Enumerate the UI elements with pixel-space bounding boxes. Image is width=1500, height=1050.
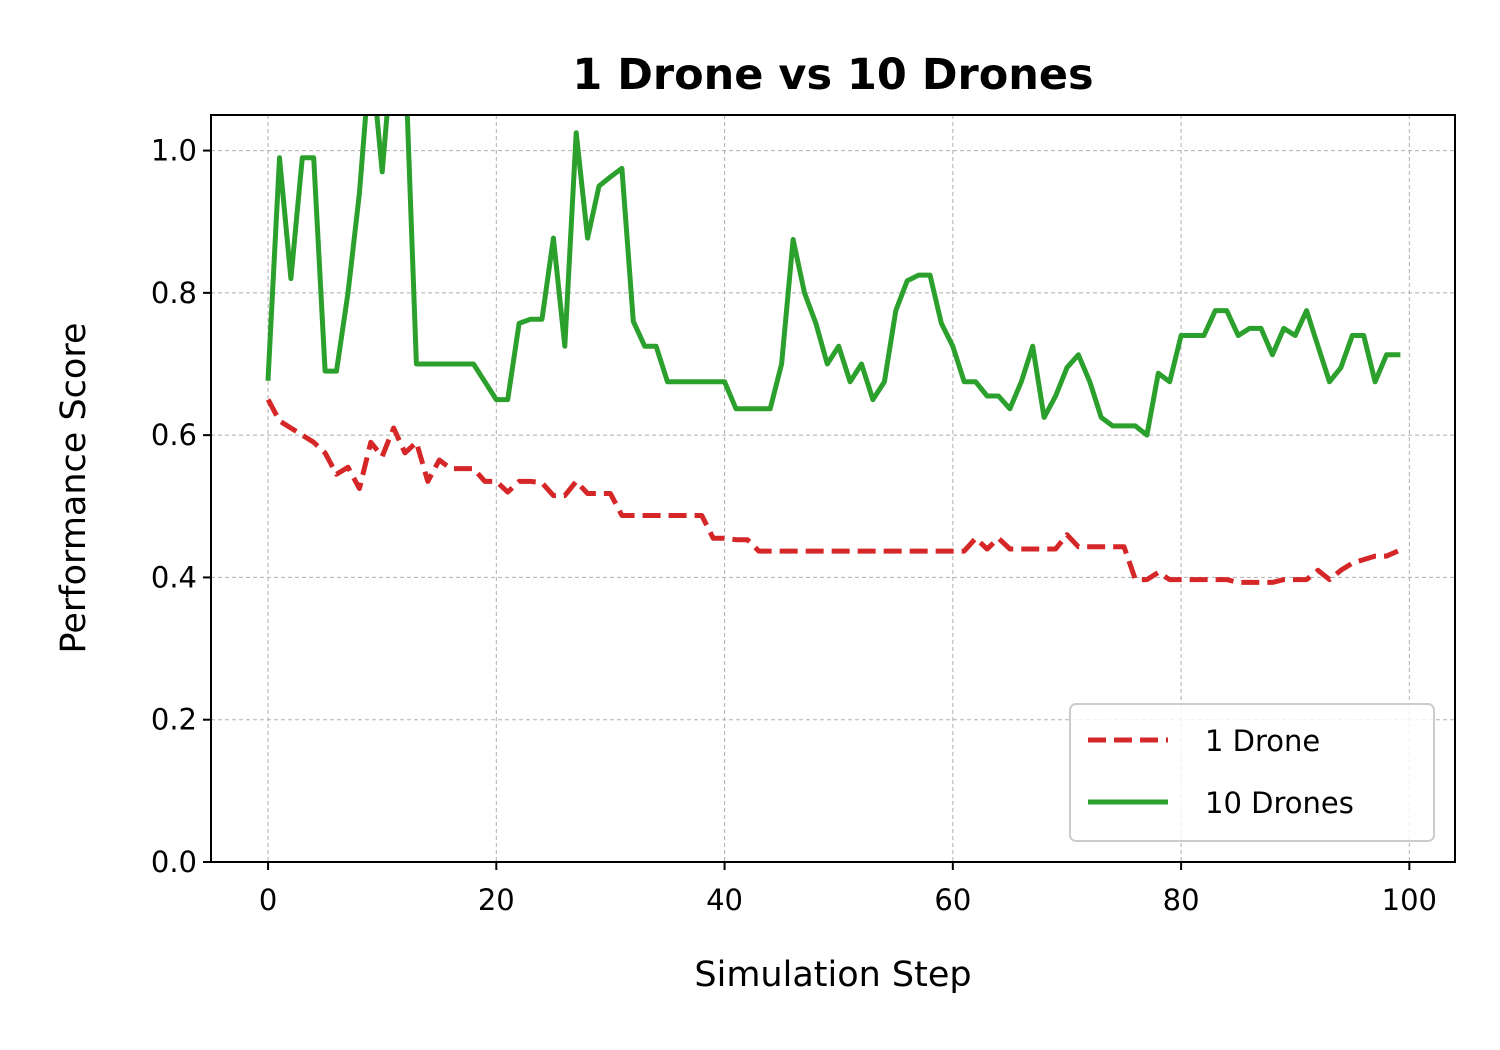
y-tick-label: 0.4 xyxy=(151,560,197,594)
series-line-10-drones xyxy=(265,115,1401,438)
x-tick-label: 0 xyxy=(259,883,277,917)
y-tick-label: 0.8 xyxy=(151,276,197,310)
series-line-1-drone xyxy=(265,398,1399,585)
legend: 1 Drone 10 Drones xyxy=(1069,703,1435,842)
x-tick-label: 20 xyxy=(478,883,515,917)
x-axis-title: Simulation Step xyxy=(694,955,971,995)
legend-label-1-drone: 1 Drone xyxy=(1205,724,1320,758)
series-layer xyxy=(265,115,1401,585)
plot-frame xyxy=(210,114,1456,863)
x-tick-label: 80 xyxy=(1163,883,1200,917)
x-tick-label: 60 xyxy=(934,883,971,917)
y-tick-label: 0.6 xyxy=(151,418,197,452)
y-tick-label: 0.0 xyxy=(151,845,197,879)
chart-title: 1 Drone vs 10 Drones xyxy=(572,50,1093,100)
x-axis: 0 20 40 60 80 100 xyxy=(259,862,1437,917)
legend-box xyxy=(1069,703,1435,842)
y-tick-label: 0.2 xyxy=(151,703,197,737)
y-axis-title: Performance Score xyxy=(54,323,94,654)
x-tick-label: 40 xyxy=(706,883,743,917)
y-tick-label: 1.0 xyxy=(151,134,197,168)
y-axis: 0.0 0.2 0.4 0.6 0.8 1.0 xyxy=(151,134,211,879)
x-tick-label: 100 xyxy=(1382,883,1437,917)
legend-label-10-drones: 10 Drones xyxy=(1205,786,1354,820)
